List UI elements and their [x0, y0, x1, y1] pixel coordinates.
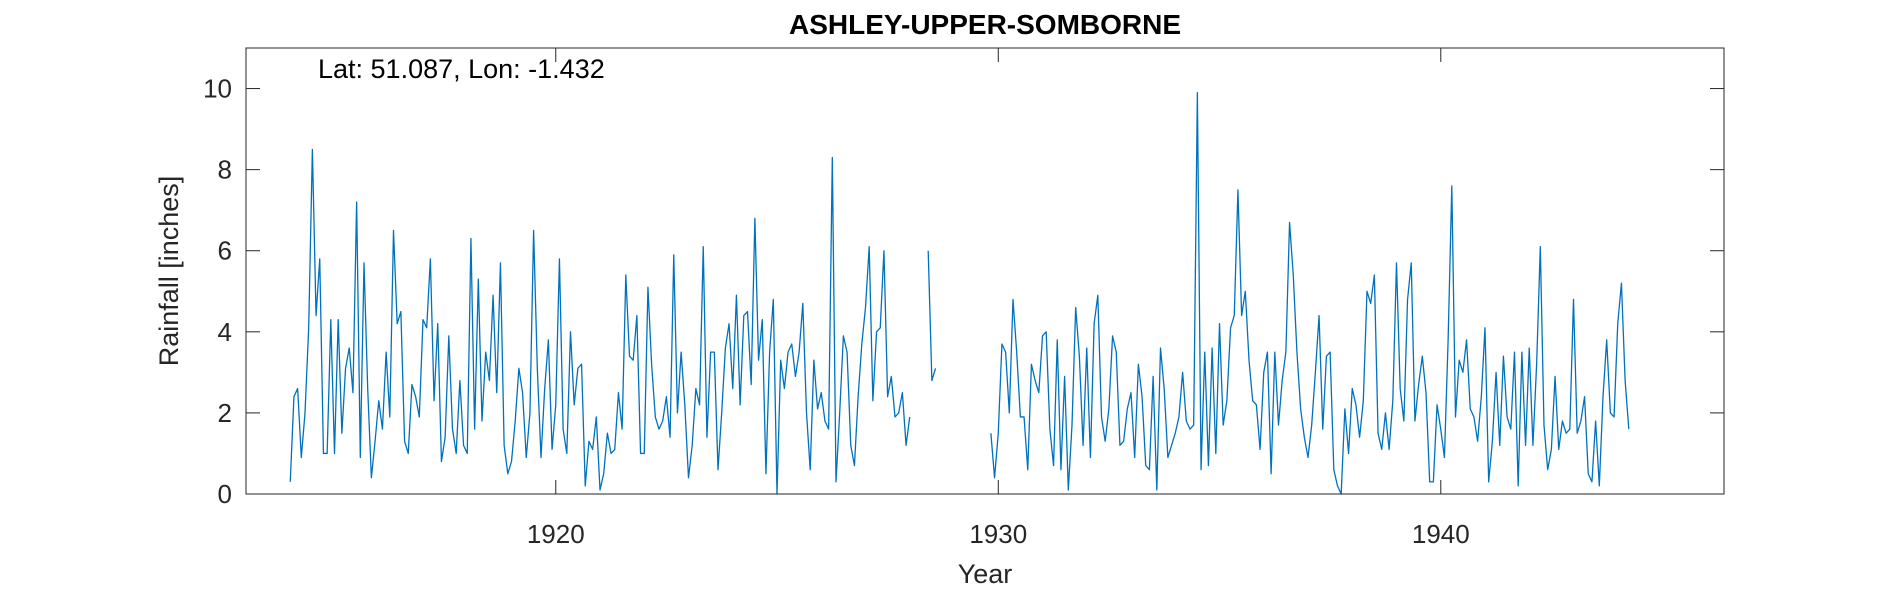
x-tick-label: 1940	[1412, 519, 1470, 549]
x-axis-label: Year	[958, 559, 1013, 589]
y-tick-label: 10	[203, 74, 232, 104]
data-lines	[289, 91, 1630, 495]
lat-lon-annotation: Lat: 51.087, Lon: -1.432	[318, 54, 605, 84]
chart-title: ASHLEY-UPPER-SOMBORNE	[789, 9, 1181, 40]
y-tick-label: 2	[218, 398, 232, 428]
y-tick-label: 4	[218, 317, 232, 347]
rainfall-series-line	[990, 91, 1630, 495]
y-axis-label: Rainfall [inches]	[154, 176, 184, 367]
plot-background	[246, 48, 1724, 494]
x-tick-label: 1930	[969, 519, 1027, 549]
y-tick-label: 6	[218, 236, 232, 266]
x-tick-label: 1920	[527, 519, 585, 549]
rainfall-series-line	[927, 250, 937, 382]
y-tick-label: 8	[218, 155, 232, 185]
rainfall-series-line	[289, 148, 911, 495]
plot-frame	[245, 47, 1725, 495]
y-tick-label: 0	[218, 479, 232, 509]
axis-ticks: 0 2 4 6 8 10 1920 1930 1940	[203, 48, 1724, 549]
